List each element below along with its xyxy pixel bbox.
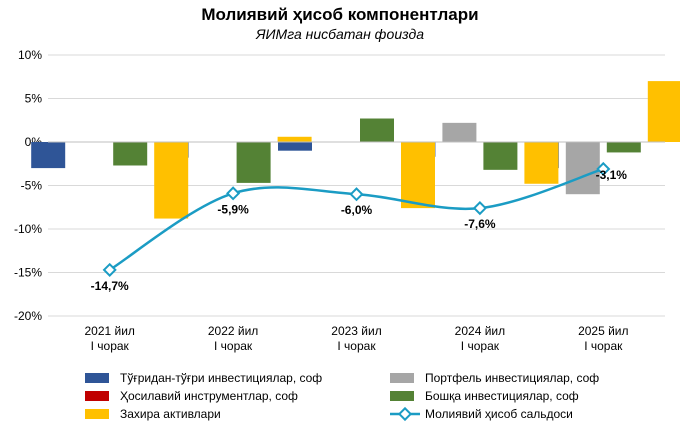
y-tick-label: -20% [14, 309, 42, 323]
bar [31, 142, 66, 169]
data-label: -14,7% [91, 279, 129, 293]
data-label: -6,0% [341, 203, 373, 217]
bar [154, 142, 189, 219]
bar [565, 142, 600, 195]
legend-entry: Захира активлари [120, 407, 221, 421]
line-series-layer: -14,7% -5,9% -6,0% -7,6% -3,1% [91, 161, 628, 293]
legend-entry: Портфель инвестициялар, соф [425, 371, 599, 385]
line-marker [102, 262, 117, 277]
x-tick-label: 2022 йил [208, 324, 258, 338]
y-tick-label: -10% [14, 222, 42, 236]
line-marker [349, 187, 364, 202]
legend-entry: Бошқа инвестициялар, соф [425, 389, 579, 403]
line-marker [226, 186, 241, 201]
x-tick-label: I чорак [214, 339, 253, 353]
bar [113, 142, 148, 166]
legend-swatch [85, 391, 109, 401]
x-tick-label: 2023 йил [331, 324, 381, 338]
chart-title: Молиявий ҳисоб компонентлари [201, 5, 478, 24]
bar [401, 142, 435, 209]
bar [278, 142, 312, 151]
data-label: -7,6% [464, 217, 496, 231]
bar [647, 81, 680, 142]
x-tick-label: I чорак [337, 339, 376, 353]
bar [277, 136, 312, 142]
legend-swatch [85, 409, 109, 419]
grid-lines [48, 54, 665, 317]
legend-entry: Тўғридан-тўғри инвестициялар, соф [120, 371, 322, 385]
x-tick-label: I чорак [584, 339, 623, 353]
bars-layer [31, 81, 680, 219]
line-marker [472, 201, 487, 216]
bar [524, 142, 559, 184]
bar [360, 118, 394, 142]
chart-subtitle: ЯИМга нисбатан фоизда [255, 26, 424, 42]
x-tick-label: I чорак [91, 339, 130, 353]
legend-swatch [85, 373, 109, 383]
legend-swatch [390, 391, 414, 401]
data-label: -3,1% [596, 168, 628, 182]
y-tick-label: -15% [14, 266, 42, 280]
x-tick-label: 2025 йил [578, 324, 628, 338]
line-marker [596, 161, 611, 177]
bar [442, 122, 477, 142]
legend-swatch-marker [397, 406, 413, 422]
bar [606, 142, 641, 153]
bar [483, 142, 518, 170]
y-tick-label: 10% [18, 48, 42, 62]
legend-entry: Ҳосилавий инструментлар, соф [120, 389, 298, 403]
legend: Тўғридан-тўғри инвестициялар, соф Портфел… [85, 371, 599, 422]
data-label: -5,9% [217, 202, 249, 216]
x-tick-label: 2024 йил [455, 324, 505, 338]
bar [236, 142, 271, 183]
legend-swatch [390, 373, 414, 383]
x-tick-label: 2021 йил [84, 324, 134, 338]
y-tick-label: 5% [25, 92, 43, 106]
y-axis: 10%5%0%-5%-10%-15%-20% [14, 48, 42, 323]
y-tick-label: -5% [21, 179, 43, 193]
legend-entry: Молиявий ҳисоб сальдоси [425, 407, 573, 421]
x-tick-label: I чорак [461, 339, 500, 353]
